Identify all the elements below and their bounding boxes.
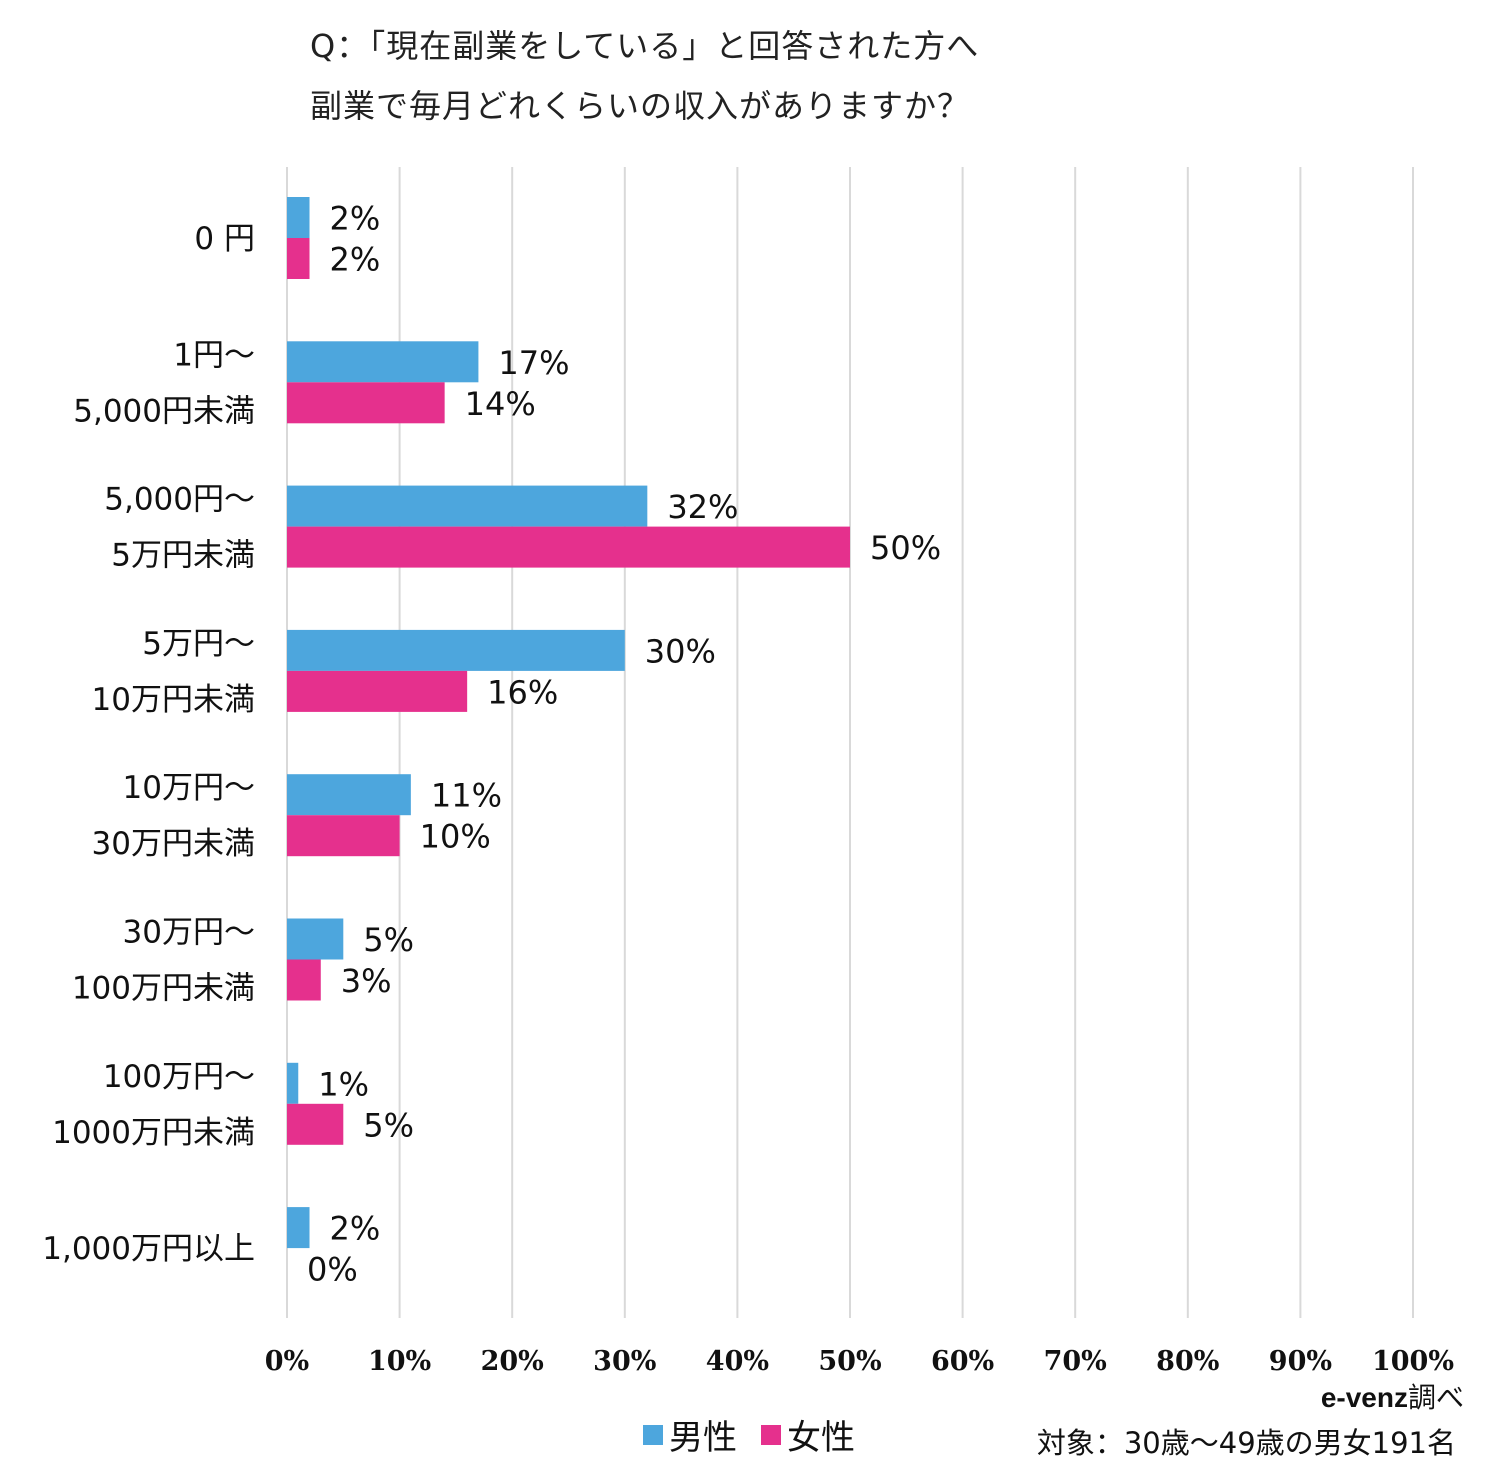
category-label-7-0: 1,000万円以上 (42, 1231, 255, 1267)
x-tick-label-6: 60% (931, 1346, 994, 1377)
value-label-female-5: 3% (341, 962, 392, 1000)
legend-item-male: 男性 (643, 1410, 737, 1459)
x-tick-label-4: 40% (706, 1346, 769, 1377)
bar-male-0 (287, 197, 310, 238)
x-tick-label-9: 90% (1269, 1346, 1332, 1377)
x-tick-label-7: 70% (1044, 1346, 1107, 1377)
legend-label-male: 男性 (669, 1418, 737, 1458)
chart-title-line-2: 副業で毎月どれくらいの収入がありますか？ (310, 87, 971, 125)
chart-title-line-1: Q：「現在副業をしている」と回答された方へ (310, 27, 980, 65)
value-label-female-2: 50% (870, 529, 941, 567)
value-label-female-3: 16% (487, 673, 558, 711)
value-label-male-4: 11% (431, 777, 502, 815)
source-credit: e-venz調べ (1321, 1376, 1464, 1416)
value-label-male-3: 30% (645, 632, 716, 670)
x-tick-label-3: 30% (593, 1346, 656, 1377)
bar-female-3 (287, 670, 468, 712)
x-tick-label-0: 0% (265, 1346, 309, 1377)
bar-male-5 (287, 918, 344, 960)
bar-female-4 (287, 815, 400, 857)
value-label-male-7: 2% (330, 1210, 381, 1248)
category-label-2-0: 5,000円～ (104, 482, 255, 518)
value-label-male-2: 32% (667, 488, 738, 526)
category-label-4-1: 30万円未満 (92, 826, 255, 862)
bar-male-7 (287, 1207, 310, 1249)
value-label-male-6: 1% (318, 1065, 369, 1103)
category-label-3-0: 5万円～ (142, 626, 255, 662)
value-label-female-7: 0% (307, 1251, 358, 1289)
bar-female-2 (287, 526, 850, 568)
value-label-male-1: 17% (498, 344, 569, 382)
value-label-female-4: 10% (420, 818, 491, 856)
category-label-2-1: 5万円未満 (111, 538, 255, 574)
category-label-6-1: 1000万円未満 (52, 1115, 255, 1151)
category-label-6-0: 100万円～ (103, 1059, 255, 1095)
bar-male-1 (287, 341, 479, 383)
bar-female-1 (287, 382, 445, 424)
value-label-male-0: 2% (330, 200, 381, 238)
bar-female-5 (287, 959, 321, 1001)
category-label-1-0: 1円～ (173, 337, 255, 373)
bar-male-2 (287, 485, 648, 527)
category-label-5-0: 30万円～ (123, 915, 255, 951)
legend: 男性 女性 (643, 1410, 879, 1459)
x-tick-label-5: 50% (818, 1346, 881, 1377)
bar-female-0 (287, 238, 310, 279)
x-tick-label-10: 100% (1372, 1346, 1454, 1377)
value-label-female-1: 14% (465, 385, 536, 423)
survey-target-note: 対象：30歳～49歳の男女191名 (1036, 1426, 1456, 1460)
source-brand: e-venz (1320, 1382, 1408, 1413)
legend-swatch-female (761, 1424, 781, 1445)
legend-label-female: 女性 (787, 1418, 855, 1458)
bar-male-4 (287, 774, 411, 816)
value-label-female-0: 2% (330, 241, 381, 279)
value-label-female-6: 5% (363, 1106, 414, 1144)
legend-swatch-male (643, 1424, 663, 1445)
x-tick-label-2: 20% (481, 1346, 544, 1377)
source-suffix: 調べ (1407, 1381, 1464, 1414)
category-label-1-1: 5,000円未満 (73, 393, 255, 429)
bar-male-3 (287, 629, 625, 671)
bar-male-6 (287, 1062, 299, 1104)
x-tick-label-1: 10% (368, 1346, 431, 1377)
value-label-male-5: 5% (363, 921, 414, 959)
category-label-0-0: 0 円 (194, 221, 255, 257)
bar-female-6 (287, 1103, 344, 1145)
category-label-3-1: 10万円未満 (92, 682, 255, 718)
x-tick-label-8: 80% (1156, 1346, 1219, 1377)
category-label-5-1: 100万円未満 (72, 971, 255, 1007)
legend-item-female: 女性 (761, 1410, 855, 1459)
category-label-4-0: 10万円～ (123, 770, 255, 806)
